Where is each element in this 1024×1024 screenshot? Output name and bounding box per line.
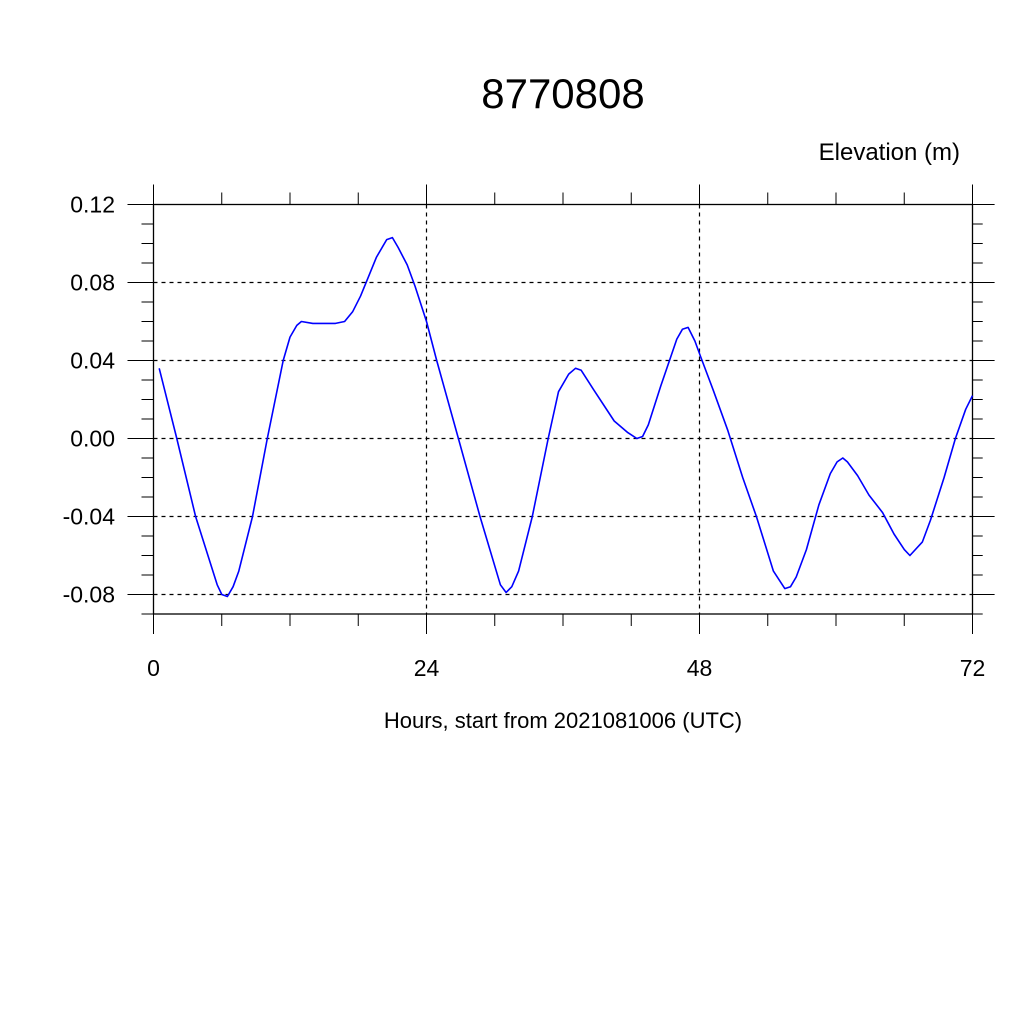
chart-title: 8770808 (481, 70, 645, 117)
plot-frame (152, 203, 974, 615)
y-tick-label: 0.08 (70, 270, 115, 296)
x-tick-label: 0 (147, 655, 160, 681)
y-tick-label: -0.04 (63, 504, 116, 530)
elevation-series-line (158, 236, 974, 598)
x-tick-label: 72 (960, 655, 986, 681)
x-axis-label: Hours, start from 2021081006 (UTC) (383, 708, 743, 733)
y-tick-label: 0.00 (70, 426, 115, 452)
x-tick-label: 48 (687, 655, 713, 681)
y-tick-label: 0.04 (70, 348, 115, 374)
y-tick-label: 0.12 (70, 192, 115, 218)
x-tick-label: 24 (414, 655, 440, 681)
y-tick-label: -0.08 (63, 582, 115, 608)
y-axis-label: Elevation (m) (818, 139, 960, 166)
